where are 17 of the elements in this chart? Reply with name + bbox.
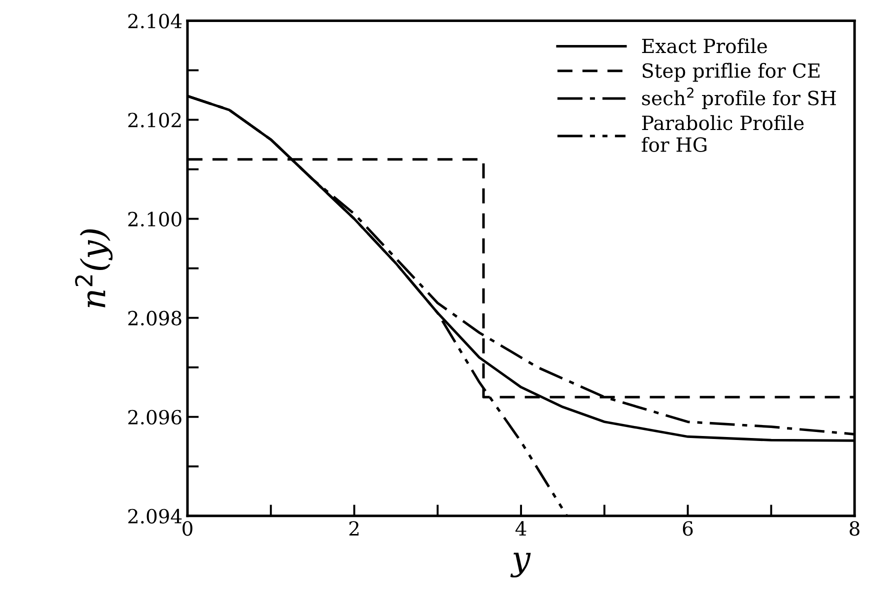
- x-tick-label: 8: [850, 521, 860, 536]
- legend-label: sech$^{2}$ profile for SH: [642, 88, 836, 110]
- x-tick-label: 4: [515, 521, 526, 536]
- y-axis-title: n$^{2}$(y): [75, 229, 113, 308]
- x-tick-label: 6: [682, 521, 693, 536]
- y-tick-label: 2.098: [128, 310, 182, 326]
- y-tick-label: 2.096: [128, 410, 182, 425]
- legend-label: Step priflie for CE: [642, 62, 820, 82]
- y-tick-label: 2.100: [128, 212, 182, 226]
- x-tick-label: 0: [182, 521, 192, 536]
- x-tick-label: 2: [349, 521, 359, 536]
- x-axis-title: y: [510, 552, 531, 578]
- legend-label: Parabolic Profile for HG: [642, 115, 804, 152]
- legend-label: Exact Profile: [642, 38, 767, 54]
- y-tick-label: 2.094: [128, 508, 182, 524]
- y-tick-label: 2.102: [128, 112, 181, 128]
- y-tick-label: 2.104: [128, 14, 182, 28]
